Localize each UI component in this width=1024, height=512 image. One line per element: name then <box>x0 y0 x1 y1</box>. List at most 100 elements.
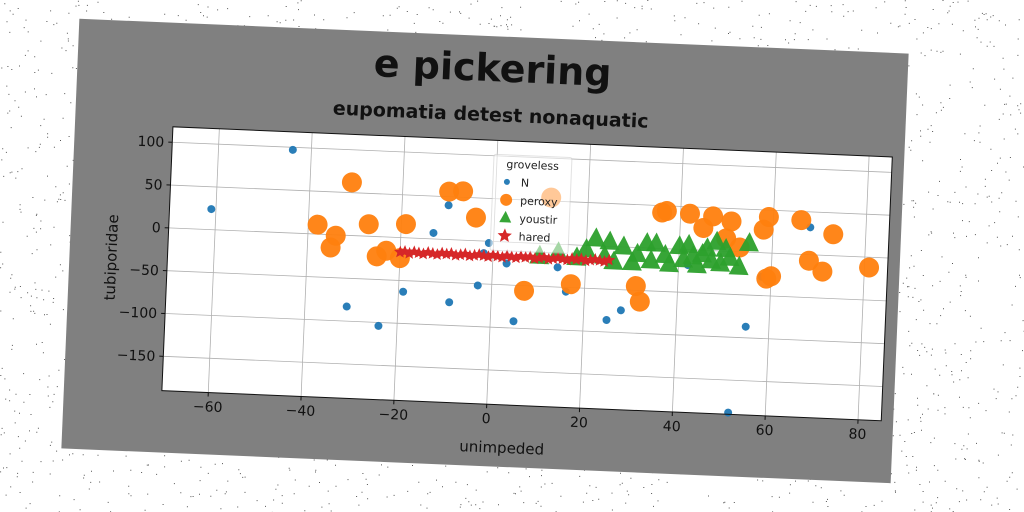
data-point <box>602 253 616 266</box>
data-point <box>395 214 416 235</box>
x-gridline <box>207 128 220 393</box>
data-point <box>686 253 707 274</box>
chart-canvas: −60 −40 −20 0 20 40 60 80 100 50 0 −50 −100 −150 grove… <box>117 126 893 443</box>
data-point <box>444 201 453 210</box>
data-point <box>603 250 624 270</box>
data-point <box>602 316 611 325</box>
data-point <box>207 205 216 214</box>
data-point <box>721 211 742 232</box>
y-tick-label: −150 <box>117 347 156 365</box>
data-point <box>439 181 460 202</box>
data-point <box>599 230 620 250</box>
x-tick-label: −60 <box>193 399 223 416</box>
legend-title: groveless <box>506 158 559 173</box>
data-point <box>440 247 453 260</box>
y-tick-label: 0 <box>151 220 161 236</box>
data-point <box>459 247 472 260</box>
plot-area <box>161 126 893 421</box>
data-point <box>547 252 560 264</box>
data-point <box>741 322 750 331</box>
series-youstir <box>529 227 759 276</box>
data-point <box>658 252 679 273</box>
data-point <box>584 253 597 266</box>
data-point <box>680 203 701 224</box>
data-point <box>703 206 724 227</box>
legend-marker-hared <box>497 228 512 243</box>
data-point <box>454 248 467 261</box>
data-point <box>706 230 727 251</box>
data-point <box>288 145 297 154</box>
x-tick-label: 0 <box>481 411 491 427</box>
data-point <box>496 250 509 263</box>
series-hared <box>394 245 616 267</box>
legend-marker-N <box>503 178 510 185</box>
data-point <box>482 250 495 263</box>
data-point <box>307 214 328 235</box>
data-point <box>738 232 759 252</box>
data-point <box>798 250 819 271</box>
data-point <box>449 248 463 261</box>
data-point <box>616 306 625 315</box>
data-point <box>812 261 833 282</box>
x-tick-label: −20 <box>378 407 408 424</box>
data-point <box>417 247 430 260</box>
data-point <box>398 245 412 257</box>
y-gridline <box>165 313 885 345</box>
data-point <box>719 246 740 267</box>
legend-label-youstir: youstir <box>519 212 558 227</box>
data-point <box>533 251 546 264</box>
data-point <box>399 287 408 296</box>
data-point <box>710 252 731 272</box>
y-gridline <box>163 355 883 387</box>
data-point <box>758 207 779 228</box>
y-tick-label: −50 <box>129 262 159 279</box>
series-peroxy <box>307 172 880 312</box>
legend-label-hared: hared <box>518 230 550 244</box>
chart-figure: −60 −40 −20 0 20 40 60 80 100 50 0 −50 −100 −150 grove… <box>61 18 909 484</box>
y-tick-label: 100 <box>137 134 164 151</box>
data-point <box>514 280 535 301</box>
data-point <box>656 201 677 222</box>
data-point <box>613 235 634 255</box>
x-tick-label: 20 <box>570 415 588 432</box>
x-gridline <box>671 148 684 413</box>
data-point <box>403 246 416 259</box>
y-tick-label: 50 <box>144 177 162 194</box>
x-tick-label: 40 <box>663 419 681 436</box>
data-point <box>510 251 523 264</box>
data-point <box>579 254 593 267</box>
data-point <box>625 276 646 297</box>
data-point <box>445 246 458 259</box>
data-point <box>374 321 383 330</box>
data-point <box>640 249 661 269</box>
data-point <box>519 250 532 263</box>
data-point <box>509 317 518 326</box>
data-point <box>453 181 474 202</box>
data-point <box>528 252 541 265</box>
data-point <box>585 227 606 247</box>
data-point <box>465 207 486 228</box>
data-point <box>761 266 782 287</box>
data-point <box>626 242 647 263</box>
data-point <box>570 253 583 265</box>
x-tick-label: 60 <box>755 422 773 439</box>
data-point <box>542 252 555 265</box>
x-tick-label: 80 <box>848 426 866 443</box>
data-point <box>325 225 346 246</box>
legend-marker-youstir <box>499 210 512 223</box>
data-point <box>561 253 574 266</box>
data-point <box>575 238 596 258</box>
data-point <box>645 232 666 252</box>
data-point <box>524 250 537 263</box>
legend-label-peroxy: peroxy <box>520 194 558 209</box>
y-tick-label: −100 <box>118 305 157 323</box>
data-point <box>629 291 650 312</box>
legend-box <box>489 153 573 254</box>
data-point <box>429 228 438 237</box>
legend-marker-peroxy <box>500 193 513 206</box>
data-point <box>598 255 611 267</box>
data-point <box>537 250 551 263</box>
data-point <box>859 257 880 278</box>
data-point <box>342 302 351 311</box>
